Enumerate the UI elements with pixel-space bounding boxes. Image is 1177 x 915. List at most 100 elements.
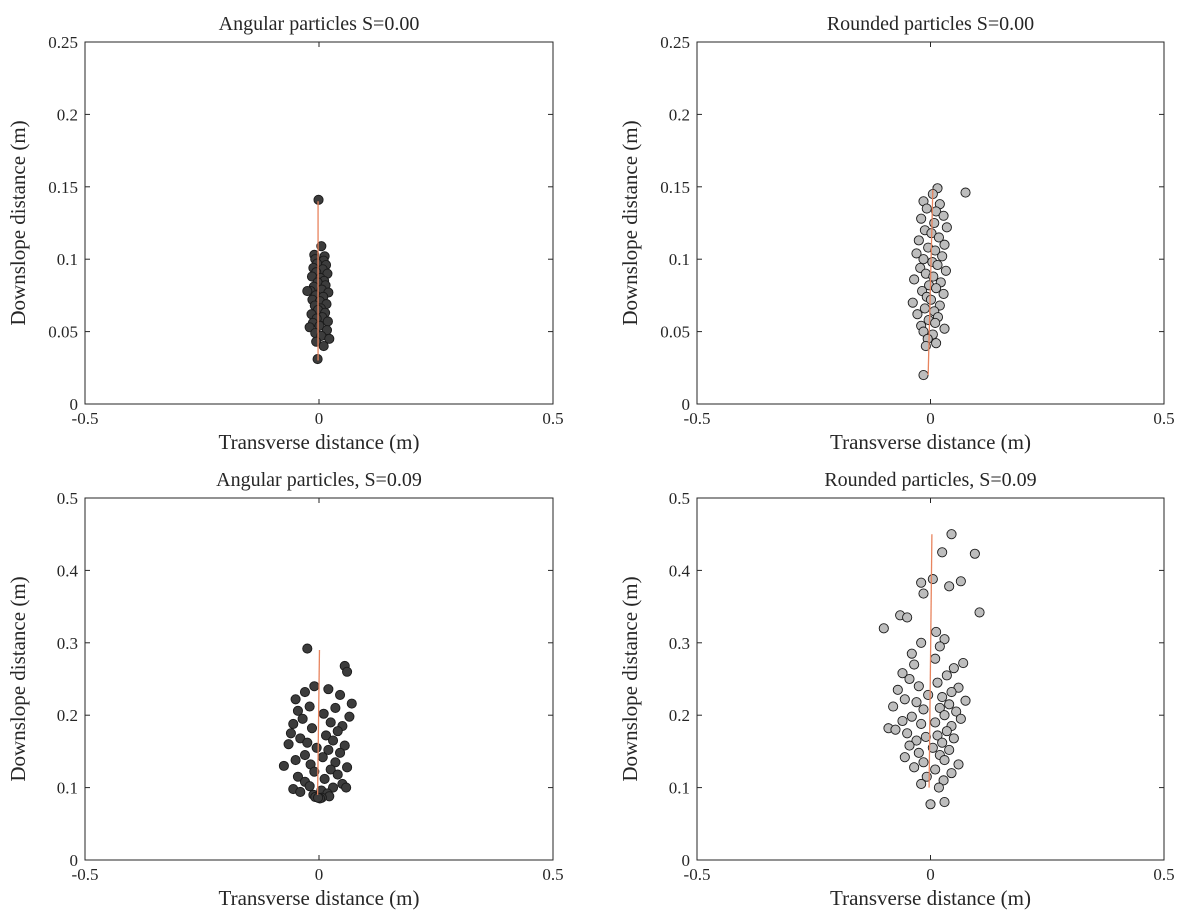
data-point	[918, 369, 929, 381]
data-point	[944, 744, 955, 756]
data-point	[346, 698, 357, 709]
data-point	[941, 726, 952, 737]
y-tick-label: 0.1	[57, 250, 78, 269]
data-point	[909, 274, 920, 285]
data-point	[932, 730, 943, 741]
x-tick-label: 0.5	[1153, 409, 1174, 428]
data-point	[278, 760, 289, 771]
data-point	[931, 206, 942, 217]
chart-title: Angular particles S=0.00	[219, 13, 420, 35]
data-point	[958, 658, 969, 669]
data-point	[327, 735, 339, 746]
y-tick-label: 0.05	[48, 323, 78, 342]
data-point	[332, 726, 343, 737]
data-point	[918, 588, 929, 599]
y-tick-label: 0.2	[57, 105, 78, 124]
data-point	[297, 713, 308, 724]
data-point	[916, 718, 927, 729]
data-point	[939, 797, 950, 808]
data-point	[931, 626, 942, 637]
y-tick-label: 0.25	[48, 33, 78, 52]
data-point	[939, 710, 950, 721]
data-point	[912, 309, 923, 320]
data-point	[918, 254, 929, 265]
data-point	[916, 778, 927, 790]
y-tick-label: 0.3	[669, 634, 690, 653]
x-tick-label: 0	[926, 409, 935, 428]
data-point	[927, 574, 938, 585]
data-point	[325, 764, 336, 775]
data-point	[292, 705, 303, 716]
data-point	[923, 689, 934, 700]
data-point	[909, 762, 920, 773]
data-point	[911, 735, 922, 746]
data-point	[920, 341, 931, 352]
data-point	[335, 747, 346, 758]
data-point	[916, 637, 927, 648]
data-point	[921, 203, 932, 214]
data-point	[939, 634, 950, 645]
data-point	[288, 718, 299, 729]
data-point	[322, 316, 333, 327]
y-tick-label: 0.4	[57, 561, 79, 580]
data-point	[941, 222, 952, 233]
data-point	[944, 581, 955, 592]
data-point	[911, 697, 922, 708]
data-point	[920, 731, 931, 742]
data-point	[944, 699, 955, 710]
data-point	[939, 755, 950, 766]
x-tick-label: -0.5	[72, 409, 99, 428]
data-point	[916, 577, 927, 588]
data-point	[285, 728, 296, 739]
data-point	[309, 681, 320, 692]
chart-title: Rounded particles, S=0.09	[824, 469, 1036, 491]
data-point	[940, 265, 951, 276]
data-point	[974, 607, 985, 618]
data-point	[344, 711, 355, 722]
y-tick-label: 0.1	[669, 250, 690, 269]
data-point	[930, 317, 941, 328]
y-tick-label: 0.5	[57, 489, 78, 508]
data-point	[960, 695, 971, 706]
y-axis-label: Downslope distance (m)	[618, 576, 642, 781]
data-point	[283, 739, 294, 750]
y-tick-label: 0	[70, 851, 79, 870]
data-point	[918, 704, 929, 715]
data-point	[913, 681, 924, 692]
data-point	[304, 781, 315, 792]
data-point	[938, 288, 949, 300]
data-point	[890, 724, 901, 735]
data-point	[929, 217, 940, 229]
data-point	[290, 755, 301, 766]
data-point	[930, 717, 941, 728]
data-point	[899, 694, 910, 705]
y-tick-label: 0	[682, 395, 691, 414]
data-point	[323, 744, 334, 756]
data-point	[930, 653, 941, 664]
trend-line	[927, 189, 934, 376]
data-point	[299, 686, 311, 698]
data-point	[930, 764, 941, 775]
data-point	[960, 187, 971, 198]
y-tick-label: 0.4	[669, 561, 691, 580]
chart-title: Angular particles, S=0.09	[216, 469, 422, 491]
data-point	[934, 641, 945, 652]
data-point	[897, 668, 908, 679]
data-point	[913, 747, 924, 758]
x-tick-label: -0.5	[72, 865, 99, 884]
y-tick-label: 0.1	[669, 779, 690, 798]
data-point	[318, 708, 329, 719]
axes-frame	[84, 41, 554, 405]
data-point	[909, 659, 920, 670]
chart-title: Rounded particles S=0.00	[827, 13, 1034, 35]
y-tick-label: 0.5	[669, 489, 690, 508]
x-tick-label: -0.5	[684, 865, 711, 884]
data-point	[892, 684, 903, 695]
data-point	[937, 737, 948, 748]
data-point	[925, 799, 936, 810]
y-tick-label: 0.3	[57, 634, 78, 653]
data-point	[323, 684, 334, 695]
